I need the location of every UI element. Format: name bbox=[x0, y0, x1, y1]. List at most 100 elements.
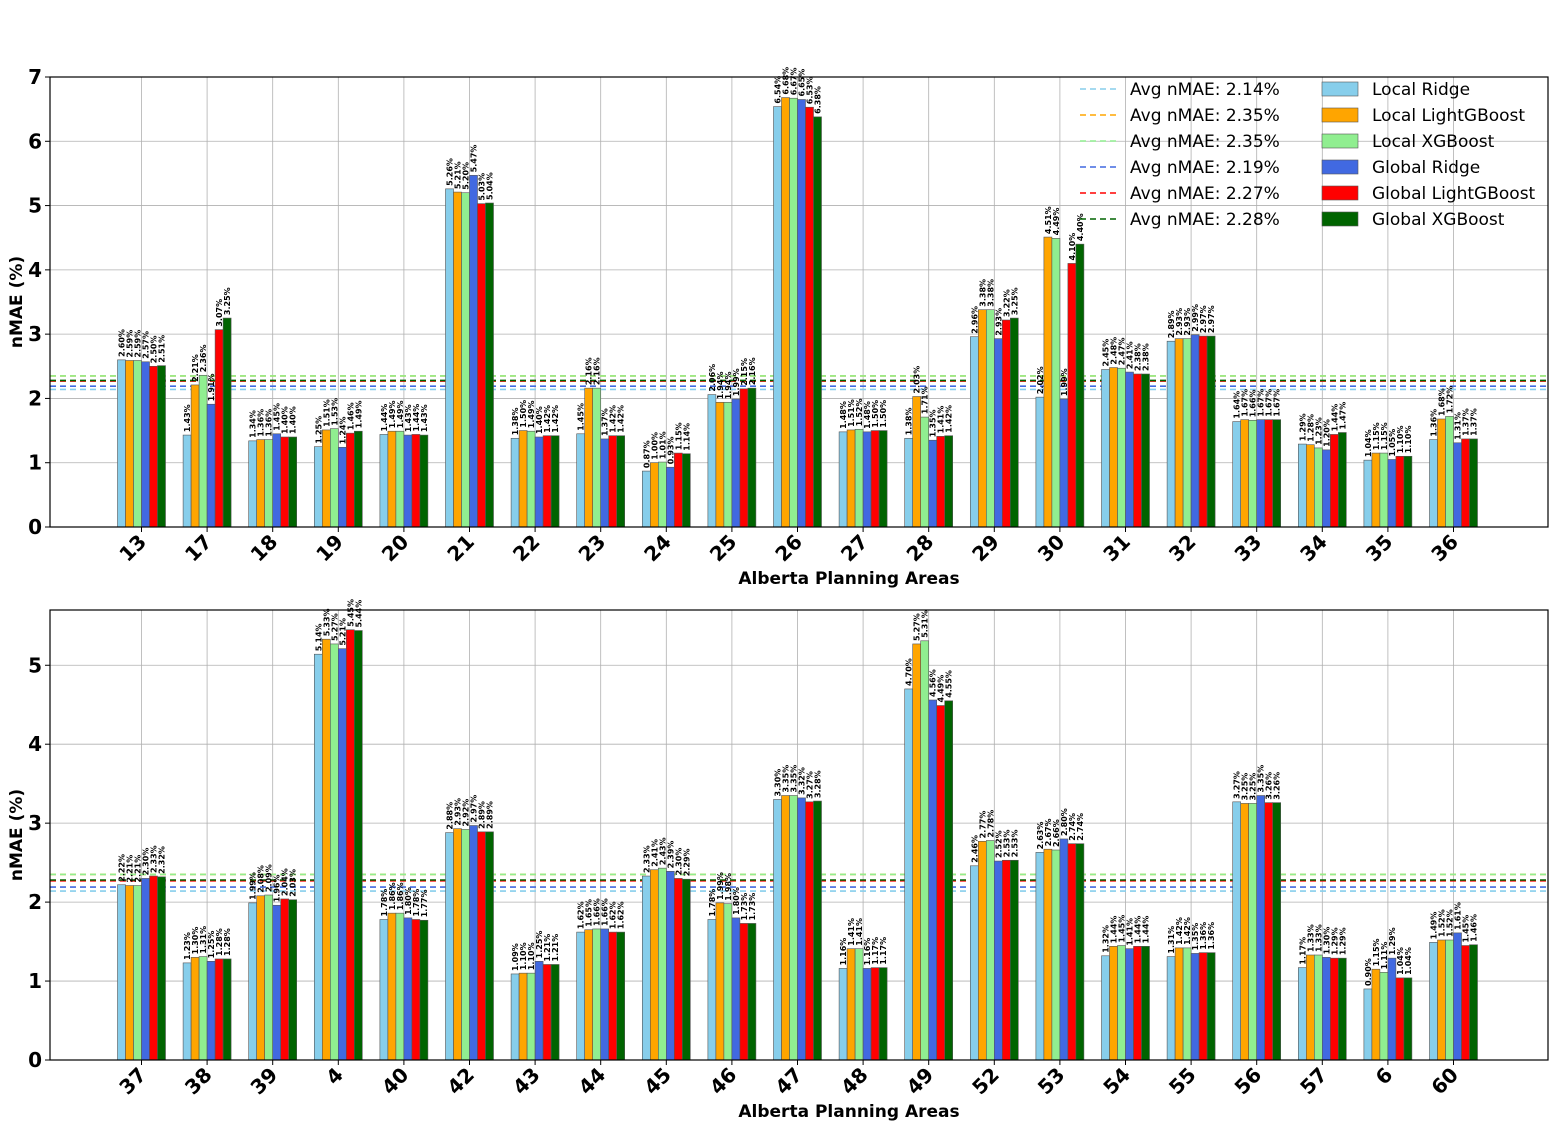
bar bbox=[977, 309, 987, 528]
x-tick-label: 55 bbox=[1164, 1063, 1201, 1100]
bar bbox=[1059, 398, 1069, 528]
bar-value-label: 1.30% bbox=[1322, 927, 1331, 955]
bar-value-label: 2.08% bbox=[257, 865, 266, 893]
bar bbox=[288, 436, 298, 528]
bar-value-label: 3.25% bbox=[1241, 773, 1250, 801]
bar-value-label: 1.41% bbox=[855, 918, 864, 946]
bar-value-label: 2.59% bbox=[126, 330, 135, 358]
bar bbox=[1051, 238, 1061, 528]
x-tick-label: 35 bbox=[1361, 530, 1398, 567]
bar bbox=[1387, 459, 1397, 528]
x-tick-label: 22 bbox=[508, 530, 545, 567]
bar-value-label: 1.29% bbox=[1338, 927, 1347, 955]
bar bbox=[797, 99, 806, 528]
bar bbox=[797, 797, 806, 1061]
bar bbox=[1395, 977, 1405, 1061]
bar-value-label: 2.16% bbox=[748, 357, 757, 385]
bar-value-label: 1.66% bbox=[1249, 390, 1258, 418]
bar-value-label: 1.40% bbox=[535, 406, 544, 434]
bar bbox=[534, 961, 544, 1061]
bar bbox=[920, 416, 930, 528]
bar-value-label: 1.42% bbox=[617, 405, 626, 433]
bar-value-label: 1.67% bbox=[1241, 389, 1250, 417]
bar bbox=[608, 435, 618, 528]
bar bbox=[936, 705, 946, 1061]
bar-value-label: 1.86% bbox=[396, 882, 405, 910]
bar bbox=[1437, 418, 1446, 528]
chart-legend: Avg nMAE: 2.14% Avg nMAE: 2.35% Avg nMAE: … bbox=[1080, 80, 1536, 230]
bar bbox=[723, 401, 733, 528]
x-tick-label: 57 bbox=[1295, 1063, 1332, 1100]
bar-value-label: 2.50% bbox=[150, 336, 159, 364]
bar bbox=[707, 394, 717, 528]
bar-value-label: 2.97% bbox=[1207, 305, 1216, 333]
bar-value-label: 1.29% bbox=[1298, 413, 1307, 441]
bar-value-label: 2.74% bbox=[1076, 813, 1085, 841]
bar bbox=[1437, 939, 1446, 1061]
bar bbox=[1461, 945, 1470, 1061]
y-tick-label: 1 bbox=[28, 451, 42, 475]
x-tick-label: 39 bbox=[246, 1063, 283, 1100]
bar bbox=[510, 437, 520, 528]
bar-value-label: 1.46% bbox=[346, 402, 355, 430]
bar-value-label: 1.42% bbox=[945, 405, 954, 433]
bar-value-label: 2.47% bbox=[1118, 337, 1127, 365]
bar-value-label: 1.64% bbox=[1233, 391, 1242, 419]
x-tick-label: 33 bbox=[1230, 530, 1267, 567]
bar-value-label: 1.94% bbox=[724, 372, 733, 400]
bar bbox=[616, 435, 626, 528]
bar-value-label: 2.53% bbox=[1010, 829, 1019, 857]
x-tick-label: 29 bbox=[967, 530, 1004, 567]
bar bbox=[993, 338, 1003, 528]
legend-series-label: Global XGBoost bbox=[1372, 210, 1505, 230]
bar bbox=[182, 962, 192, 1061]
bar-value-label: 2.15% bbox=[740, 358, 749, 386]
bar-value-label: 1.66% bbox=[593, 898, 602, 926]
bar bbox=[403, 917, 413, 1061]
x-tick-label: 25 bbox=[705, 530, 742, 567]
bar bbox=[419, 434, 429, 528]
bar-value-label: 1.44% bbox=[380, 404, 389, 432]
bar-value-label: 4.56% bbox=[929, 669, 938, 697]
bar-value-label: 1.15% bbox=[1372, 938, 1381, 966]
bar bbox=[1314, 447, 1323, 528]
bar bbox=[157, 365, 166, 528]
bar bbox=[337, 446, 347, 528]
x-tick-label: 17 bbox=[180, 530, 217, 567]
bar-value-label: 2.46% bbox=[970, 835, 979, 863]
bar-value-label: 5.26% bbox=[446, 158, 455, 186]
bar-value-label: 1.33% bbox=[1314, 924, 1323, 952]
bar-value-label: 2.78% bbox=[986, 810, 995, 838]
bar bbox=[592, 928, 602, 1061]
bar-value-label: 1.52% bbox=[855, 399, 864, 427]
bar bbox=[681, 453, 691, 528]
bar-value-label: 4.10% bbox=[1068, 233, 1077, 261]
bar bbox=[288, 899, 298, 1061]
bar bbox=[657, 461, 667, 528]
legend-avg-line-label: Avg nMAE: 2.14% bbox=[1130, 80, 1280, 100]
bar bbox=[1125, 948, 1134, 1061]
bar bbox=[1264, 802, 1273, 1061]
bar-value-label: 1.04% bbox=[1404, 947, 1413, 975]
bar bbox=[469, 175, 478, 528]
bar bbox=[773, 799, 782, 1061]
bar bbox=[1141, 373, 1150, 528]
bar bbox=[542, 435, 552, 528]
bar-value-label: 1.11% bbox=[1380, 942, 1389, 970]
bar-value-label: 2.03% bbox=[913, 366, 922, 394]
bar bbox=[862, 431, 872, 528]
bar-value-label: 2.03% bbox=[289, 869, 298, 897]
bar bbox=[1009, 859, 1019, 1061]
bar-value-label: 2.89% bbox=[486, 801, 495, 829]
bar-value-label: 1.42% bbox=[1183, 917, 1192, 945]
bar-value-label: 1.49% bbox=[354, 400, 363, 428]
bar bbox=[345, 432, 355, 528]
bar bbox=[206, 961, 216, 1061]
bar-value-label: 1.36% bbox=[1430, 409, 1439, 437]
bar-value-label: 1.17% bbox=[879, 937, 888, 965]
bar bbox=[600, 438, 610, 528]
x-tick-label: 52 bbox=[967, 1063, 1004, 1100]
bar bbox=[1453, 442, 1462, 528]
bar bbox=[715, 902, 725, 1061]
